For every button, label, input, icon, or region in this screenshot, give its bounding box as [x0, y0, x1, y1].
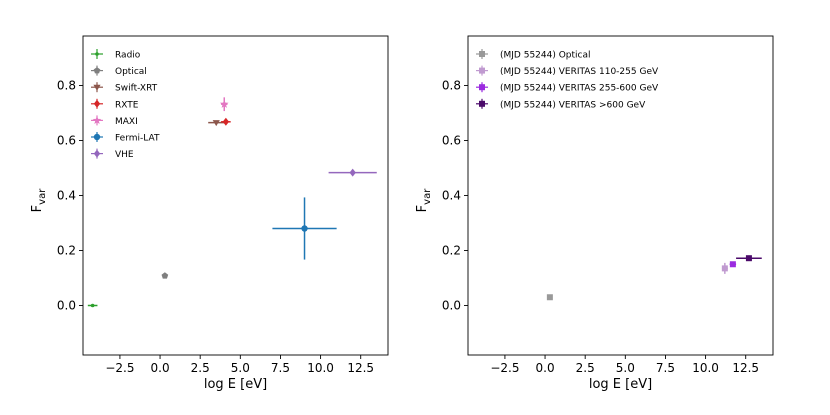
series-vhe — [328, 168, 377, 177]
data-point — [161, 272, 169, 279]
legend-label: Swift-XRT — [115, 84, 158, 94]
legend-marker — [95, 52, 99, 56]
series-mjd-55244-optical — [546, 294, 553, 301]
y-tick-label: 0.0 — [57, 299, 76, 313]
series-mjd-55244-veritas-255-600-gev — [729, 261, 737, 268]
y-tick-label: 0.6 — [442, 134, 461, 148]
x-tick-label: 7.5 — [271, 361, 290, 375]
legend-label: Radio — [115, 51, 141, 61]
legend-marker — [479, 100, 485, 107]
data-point — [90, 303, 95, 308]
data-point — [721, 265, 728, 272]
legend: Radio Optical Swift-XRT RXTE MAXI Fermi-LAT VH… — [91, 49, 160, 160]
data-point — [301, 225, 308, 232]
y-axis-label-main: F — [30, 205, 45, 212]
x-axis-label: log E [eV] — [589, 377, 652, 392]
y-axis-label-subscript: var — [422, 188, 433, 205]
legend-label: (MJD 55244) VERITAS 255-600 GeV — [500, 84, 659, 94]
x-tick-label: −2.5 — [490, 361, 519, 375]
legend-marker — [93, 99, 101, 108]
series-mjd-55244-veritas-110-255-gev — [721, 262, 728, 274]
x-tick-label: 0.0 — [536, 361, 555, 375]
y-tick-label: 0.2 — [57, 244, 76, 258]
data-point — [349, 168, 356, 177]
legend-label: (MJD 55244) VERITAS >600 GeV — [500, 100, 646, 110]
x-tick-label: 2.5 — [191, 361, 210, 375]
legend-label: MAXI — [115, 117, 138, 127]
legend-label: (MJD 55244) VERITAS 110-255 GeV — [500, 67, 659, 77]
y-tick-label: 0.0 — [442, 299, 461, 313]
legend-marker — [479, 51, 485, 57]
legend-label: Fermi-LAT — [115, 134, 160, 144]
x-tick-label: 10.0 — [307, 361, 334, 375]
y-tick-label: 0.8 — [57, 79, 76, 93]
x-tick-label: 12.5 — [732, 361, 759, 375]
legend-marker — [92, 115, 102, 125]
legend-marker — [93, 149, 101, 158]
series-mjd-55244-veritas-600-gev — [736, 255, 762, 262]
chart-panel-1: −2.5 0.0 2.5 5.0 7.5 10.0 12.5 0.0 0.2 0.4 0.6 0.8 l… — [30, 35, 389, 392]
legend-marker — [479, 84, 485, 91]
series-fermi-lat — [272, 197, 337, 260]
x-tick-label: 5.0 — [616, 361, 635, 375]
data-point — [219, 99, 229, 108]
y-axis-label: Fvar — [415, 188, 433, 213]
legend-label: RXTE — [115, 100, 139, 110]
legend: (MJD 55244) Optical (MJD 55244) VERITAS 1… — [476, 49, 659, 110]
data-point — [546, 294, 553, 301]
y-axis-label: Fvar — [30, 188, 48, 213]
legend-label: VHE — [115, 150, 134, 160]
series-swift-xrt — [208, 120, 225, 127]
y-tick-label: 0.4 — [442, 189, 461, 203]
data-point — [222, 117, 230, 126]
series-maxi — [219, 97, 229, 112]
chart-panel-2: −2.5 0.0 2.5 5.0 7.5 10.0 12.5 0.0 0.2 0.4 0.6 0.8 l… — [415, 35, 774, 392]
x-tick-label: 2.5 — [576, 361, 595, 375]
y-tick-label: 0.4 — [57, 189, 76, 203]
x-tick-label: 12.5 — [347, 361, 374, 375]
x-tick-label: 10.0 — [692, 361, 719, 375]
x-axis-label: log E [eV] — [204, 377, 267, 392]
y-tick-label: 0.2 — [442, 244, 461, 258]
legend-marker — [93, 133, 101, 141]
y-axis-label-main: F — [415, 205, 430, 212]
y-tick-label: 0.6 — [57, 134, 76, 148]
x-tick-label: 7.5 — [656, 361, 675, 375]
x-tick-label: −2.5 — [105, 361, 134, 375]
series-optical — [161, 272, 169, 279]
legend-marker — [93, 84, 101, 91]
series-rxte — [221, 117, 231, 126]
data-point — [212, 120, 220, 127]
y-tick-label: 0.8 — [442, 79, 461, 93]
legend-marker — [93, 67, 101, 74]
y-axis-label-subscript: var — [37, 188, 48, 205]
x-tick-label: 0.0 — [151, 361, 170, 375]
legend-marker — [479, 67, 485, 74]
series-radio — [87, 303, 98, 308]
x-tick-label: 5.0 — [231, 361, 250, 375]
legend-label: Optical — [115, 67, 147, 77]
data-point — [745, 255, 752, 262]
data-point — [729, 261, 736, 268]
legend-label: (MJD 55244) Optical — [500, 51, 591, 61]
